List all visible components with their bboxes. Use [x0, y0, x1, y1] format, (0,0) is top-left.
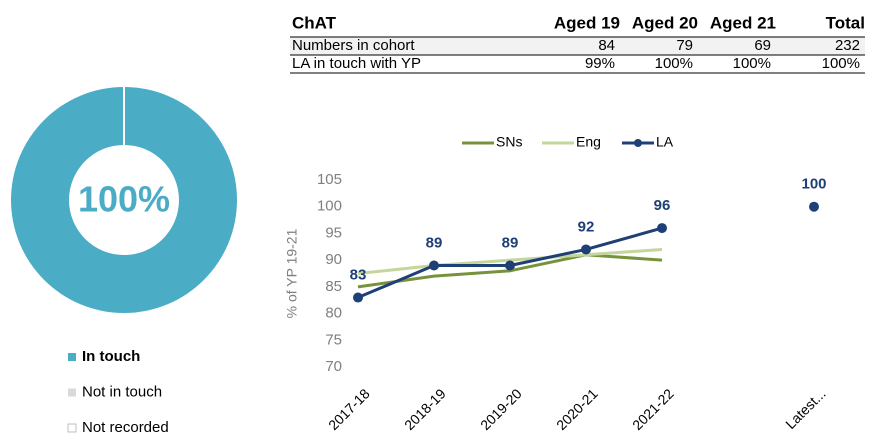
x-tick-label: Latest...	[782, 385, 829, 432]
data-point	[581, 244, 591, 255]
table-header: Aged 19	[554, 13, 620, 32]
legend-label: In touch	[82, 348, 140, 365]
legend-marker	[634, 139, 642, 147]
table-header: ChAT	[292, 13, 337, 32]
x-tick-label: 2019-20	[477, 385, 525, 433]
table-header: Aged 21	[710, 13, 776, 32]
data-label: 96	[654, 197, 671, 214]
x-tick-label: 2018-19	[401, 385, 449, 433]
table-cell: LA in touch with YP	[292, 55, 421, 72]
table-cell: 99%	[585, 55, 615, 72]
data-label: 92	[578, 218, 595, 235]
table-header: Aged 20	[632, 13, 698, 32]
table-cell: 79	[676, 37, 693, 54]
data-label: 89	[502, 234, 519, 251]
legend-swatch	[68, 353, 76, 361]
table-cell: 100%	[822, 55, 860, 72]
legend-swatch	[68, 388, 76, 397]
y-tick-label: 90	[325, 251, 342, 268]
table-cell: Numbers in cohort	[292, 37, 415, 54]
legend-swatch	[67, 423, 77, 433]
table-row-bg	[290, 37, 865, 55]
x-tick-label: 2021-22	[629, 385, 677, 433]
donut-slice	[11, 87, 237, 313]
center-label: 100%	[78, 179, 170, 220]
y-tick-label: 75	[325, 331, 342, 348]
y-tick-label: 85	[325, 278, 342, 295]
table-cell: 84	[598, 37, 615, 54]
legend-label: Not recorded	[82, 419, 169, 436]
y-tick-label: 70	[325, 358, 342, 375]
x-tick-label: 2020-21	[553, 385, 601, 433]
data-point	[809, 201, 819, 212]
data-point	[353, 292, 363, 303]
legend-label: Not in touch	[82, 383, 162, 400]
series-line	[357, 253, 663, 289]
data-label: 100	[801, 176, 826, 193]
data-point	[657, 223, 667, 234]
y-axis-label: % of YP 19-21	[284, 228, 300, 318]
data-point	[429, 260, 439, 271]
legend-label: LA	[656, 134, 674, 150]
table-cell: 232	[835, 37, 860, 54]
table-cell: 100%	[655, 55, 693, 72]
series-line	[357, 247, 663, 275]
legend-label: Eng	[576, 134, 601, 150]
data-label: 83	[350, 267, 367, 284]
data-point	[505, 260, 515, 271]
x-tick-label: 2017-18	[325, 385, 373, 433]
y-tick-label: 100	[317, 198, 342, 215]
table-header: Total	[826, 13, 865, 32]
y-tick-label: 105	[317, 171, 342, 188]
legend-label: SNs	[496, 134, 522, 150]
table-cell: 100%	[733, 55, 771, 72]
data-label: 89	[426, 234, 443, 251]
y-tick-label: 80	[325, 305, 342, 322]
table-cell: 69	[754, 37, 771, 54]
y-tick-label: 95	[325, 224, 342, 241]
